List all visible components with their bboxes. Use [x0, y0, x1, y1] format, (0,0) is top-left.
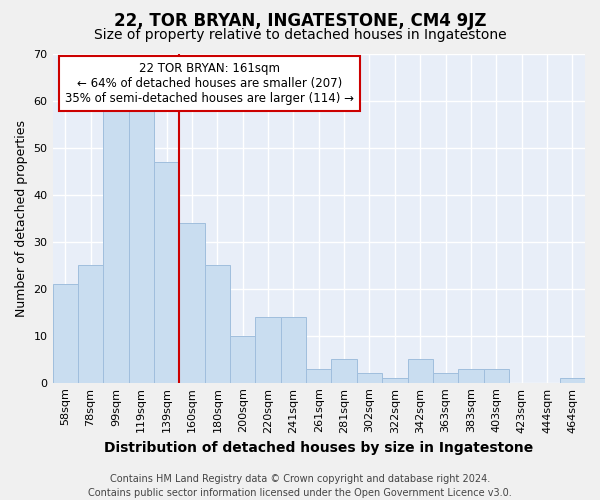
Bar: [154, 162, 179, 382]
Text: Contains HM Land Registry data © Crown copyright and database right 2024.
Contai: Contains HM Land Registry data © Crown c…: [88, 474, 512, 498]
Bar: [205, 266, 230, 382]
X-axis label: Distribution of detached houses by size in Ingatestone: Distribution of detached houses by size …: [104, 441, 533, 455]
Bar: [331, 359, 357, 382]
Bar: [458, 368, 484, 382]
Bar: [103, 110, 128, 382]
Bar: [407, 359, 433, 382]
Bar: [306, 368, 331, 382]
Bar: [357, 374, 382, 382]
Text: 22 TOR BRYAN: 161sqm
← 64% of detached houses are smaller (207)
35% of semi-deta: 22 TOR BRYAN: 161sqm ← 64% of detached h…: [65, 62, 354, 105]
Bar: [179, 223, 205, 382]
Bar: [281, 317, 306, 382]
Bar: [53, 284, 78, 382]
Bar: [128, 110, 154, 382]
Bar: [230, 336, 256, 382]
Text: Size of property relative to detached houses in Ingatestone: Size of property relative to detached ho…: [94, 28, 506, 42]
Bar: [433, 374, 458, 382]
Text: 22, TOR BRYAN, INGATESTONE, CM4 9JZ: 22, TOR BRYAN, INGATESTONE, CM4 9JZ: [114, 12, 486, 30]
Y-axis label: Number of detached properties: Number of detached properties: [15, 120, 28, 317]
Bar: [78, 266, 103, 382]
Bar: [382, 378, 407, 382]
Bar: [484, 368, 509, 382]
Bar: [560, 378, 585, 382]
Bar: [256, 317, 281, 382]
